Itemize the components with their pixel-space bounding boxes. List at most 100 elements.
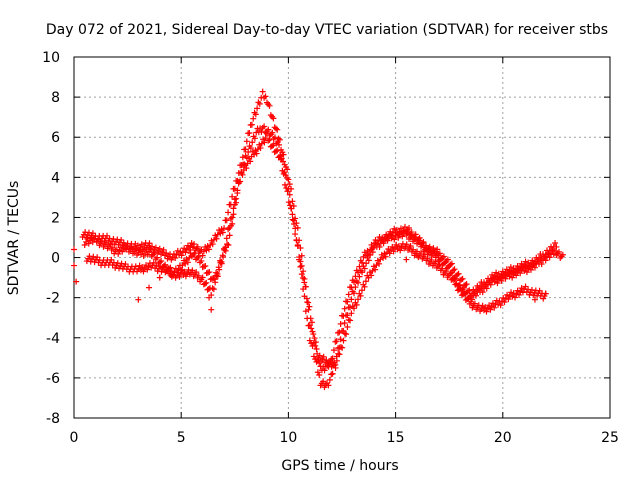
data-point <box>389 243 396 250</box>
data-point <box>517 264 524 271</box>
data-point <box>379 234 386 241</box>
data-point <box>398 244 405 251</box>
data-point <box>355 269 362 276</box>
data-point <box>371 240 378 247</box>
data-point <box>344 298 351 305</box>
data-point <box>182 249 189 256</box>
data-point <box>243 138 250 145</box>
data-point <box>208 306 215 313</box>
data-point <box>353 301 360 308</box>
data-point <box>439 265 446 272</box>
data-point <box>421 251 428 258</box>
data-point <box>284 166 291 173</box>
data-point <box>302 283 309 290</box>
data-point <box>382 253 389 260</box>
data-point <box>223 217 230 224</box>
data-point <box>167 264 174 271</box>
data-point <box>515 291 522 298</box>
data-point <box>503 266 510 273</box>
data-point <box>256 100 263 107</box>
data-point <box>272 125 279 132</box>
data-point <box>351 279 358 286</box>
data-point <box>386 250 393 257</box>
data-point <box>491 279 498 286</box>
data-point <box>348 296 355 303</box>
data-point <box>509 293 516 300</box>
data-point <box>156 245 163 252</box>
data-point <box>363 260 370 267</box>
data-point <box>269 142 276 149</box>
data-point <box>333 338 340 345</box>
data-point <box>213 235 220 242</box>
data-point <box>499 268 506 275</box>
data-point <box>375 237 382 244</box>
data-point <box>502 275 509 282</box>
data-point <box>144 266 151 273</box>
data-point <box>257 145 264 152</box>
y-tick-label: 6 <box>51 130 60 146</box>
data-point <box>294 241 301 248</box>
data-point <box>527 260 534 267</box>
data-point <box>526 264 533 271</box>
x-tick-label: 20 <box>494 430 512 446</box>
data-point <box>321 367 328 374</box>
data-point <box>251 135 258 142</box>
data-point <box>316 352 323 359</box>
data-point <box>408 229 415 236</box>
data-point <box>416 234 423 241</box>
data-point <box>337 336 344 343</box>
data-point <box>509 274 516 281</box>
data-point <box>384 235 391 242</box>
data-point <box>182 273 189 280</box>
data-point <box>296 254 303 261</box>
data-point <box>555 248 562 255</box>
data-point <box>395 242 402 249</box>
data-point <box>288 205 295 212</box>
data-point <box>450 274 457 281</box>
data-point <box>354 296 361 303</box>
data-point <box>274 147 281 154</box>
data-point <box>341 320 348 327</box>
data-point <box>390 248 397 255</box>
data-point <box>305 306 312 313</box>
data-point <box>250 115 257 122</box>
data-point <box>522 258 529 265</box>
data-point <box>259 88 266 95</box>
data-point <box>495 270 502 277</box>
data-point <box>491 272 498 279</box>
data-point <box>361 283 368 290</box>
data-point <box>172 255 179 262</box>
data-point <box>298 252 305 259</box>
data-point <box>229 193 236 200</box>
data-point <box>525 259 532 266</box>
data-point <box>523 262 530 269</box>
data-point <box>194 243 201 250</box>
data-point <box>280 151 287 158</box>
data-point <box>206 269 213 276</box>
data-point <box>320 353 327 360</box>
data-point <box>538 261 545 268</box>
data-point <box>337 320 344 327</box>
data-point <box>393 241 400 248</box>
data-point <box>452 281 459 288</box>
data-point <box>487 275 494 282</box>
data-point <box>210 275 217 282</box>
data-series <box>71 88 566 391</box>
data-point <box>263 130 270 137</box>
data-point <box>206 294 213 301</box>
chart-title: Day 072 of 2021, Sidereal Day-to-day VTE… <box>46 22 608 38</box>
data-point <box>376 244 383 251</box>
data-point <box>517 288 524 295</box>
data-point <box>270 115 277 122</box>
data-point <box>377 238 384 245</box>
data-point <box>498 271 505 278</box>
x-tick-label: 0 <box>70 430 79 446</box>
data-point <box>486 279 493 286</box>
data-point <box>494 280 501 287</box>
data-point <box>373 241 380 248</box>
data-point <box>387 228 394 235</box>
data-point <box>323 357 330 364</box>
data-point <box>419 240 426 247</box>
data-point <box>385 232 392 239</box>
data-point <box>356 263 363 270</box>
